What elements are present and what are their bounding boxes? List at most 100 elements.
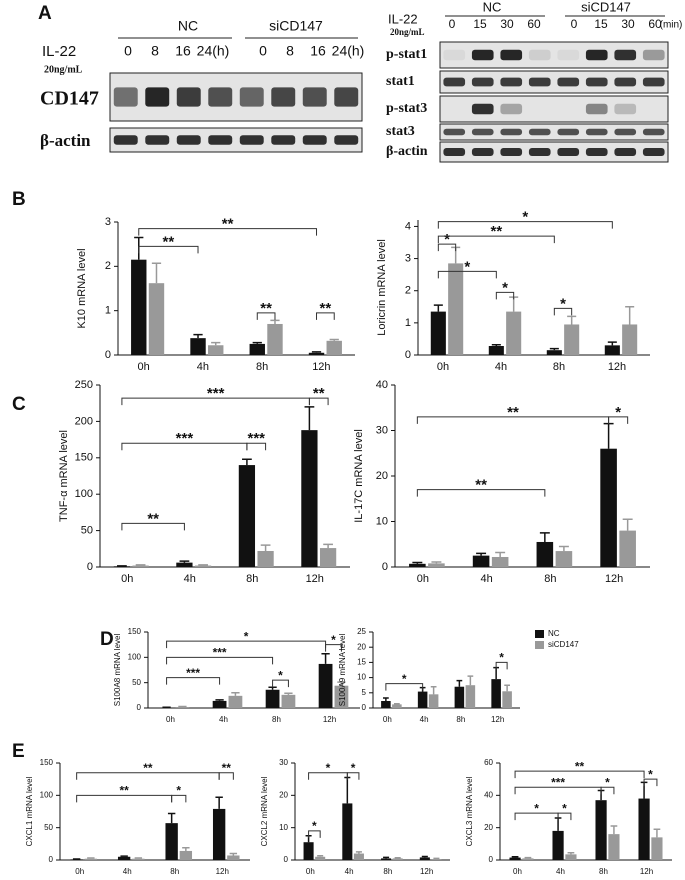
x-tick-label: 0h xyxy=(121,573,133,585)
x-tick-label: 12h xyxy=(306,573,324,585)
bar xyxy=(229,696,243,708)
band xyxy=(586,78,608,87)
error-bar xyxy=(394,704,400,705)
bar xyxy=(473,556,490,567)
band xyxy=(472,129,494,135)
bar xyxy=(239,465,255,567)
x-tick-label: 8h xyxy=(246,573,258,585)
band xyxy=(529,50,551,60)
y-tick-label: 150 xyxy=(40,758,54,767)
panel-letter: E xyxy=(12,741,25,762)
y-tick-label: 30 xyxy=(279,758,288,767)
error-bar xyxy=(305,407,315,430)
error-bar xyxy=(608,342,617,345)
y-axis-title: CXCL1 mRNA level xyxy=(25,776,34,846)
error-bar xyxy=(550,349,559,351)
band xyxy=(177,87,201,106)
bar xyxy=(608,834,619,860)
significance-label: * xyxy=(562,801,567,815)
y-tick-label: 2 xyxy=(105,260,111,272)
bar xyxy=(565,854,576,860)
x-tick-label: 12h xyxy=(312,361,330,373)
significance-label: * xyxy=(605,775,610,789)
error-bar xyxy=(178,706,186,707)
significance-label: ** xyxy=(313,385,325,402)
bar xyxy=(250,344,265,355)
band xyxy=(586,129,608,135)
error-bar xyxy=(215,700,223,701)
y-tick-label: 50 xyxy=(81,525,93,537)
x-tick-label: 12h xyxy=(640,867,653,875)
legend-swatch xyxy=(535,641,544,649)
band xyxy=(114,87,138,106)
legend-swatch xyxy=(535,630,544,638)
error-bar xyxy=(323,544,333,548)
x-tick-label: 0h xyxy=(383,715,392,724)
bar xyxy=(448,263,463,355)
y-tick-label: 1 xyxy=(405,317,411,329)
x-tick-label: 8h xyxy=(456,715,465,724)
label: 0 xyxy=(124,43,132,59)
error-bar xyxy=(317,856,323,857)
band xyxy=(114,135,138,145)
error-bar xyxy=(422,856,428,857)
bar xyxy=(381,701,391,708)
significance-label: ** xyxy=(575,759,585,773)
label: 0 xyxy=(571,17,578,31)
x-tick-label: 4h xyxy=(481,573,493,585)
bar xyxy=(564,324,579,355)
band xyxy=(643,50,665,60)
band xyxy=(472,50,494,60)
bar xyxy=(392,704,402,708)
significance-label: * xyxy=(560,295,566,312)
y-tick-label: 0 xyxy=(284,855,289,864)
y-tick-label: 40 xyxy=(484,790,493,799)
bar xyxy=(309,353,324,355)
significance-label: * xyxy=(326,761,331,775)
bar xyxy=(492,557,509,567)
y-axis-title: Loricrin mRNA level xyxy=(376,239,388,336)
x-tick-label: 12h xyxy=(608,361,626,373)
band xyxy=(557,78,579,87)
band xyxy=(271,135,295,145)
band xyxy=(303,87,327,106)
error-bar xyxy=(231,693,239,696)
label: 24(h) xyxy=(197,43,230,59)
x-tick-label: 4h xyxy=(420,715,429,724)
significance-label: * xyxy=(402,672,407,686)
x-tick-label: 8h xyxy=(170,867,179,875)
band xyxy=(614,50,636,60)
bar xyxy=(180,851,192,860)
bar xyxy=(282,695,296,708)
label: 15 xyxy=(594,17,608,31)
row-label: stat3 xyxy=(386,124,415,139)
bar xyxy=(455,687,465,708)
significance-label: * xyxy=(312,819,317,833)
bar xyxy=(418,692,428,708)
band xyxy=(529,129,551,135)
bar xyxy=(304,842,314,860)
band xyxy=(614,78,636,87)
bar xyxy=(547,350,562,355)
band xyxy=(500,148,522,156)
error-bar xyxy=(568,853,575,855)
y-tick-label: 100 xyxy=(75,488,93,500)
band xyxy=(557,129,579,135)
bar xyxy=(315,857,325,860)
label: 15 xyxy=(473,17,487,31)
bar xyxy=(165,823,177,860)
error-bar xyxy=(457,681,463,687)
error-bar xyxy=(120,856,127,857)
error-bar xyxy=(468,676,474,685)
significance-label: * xyxy=(244,629,249,643)
x-tick-label: 4h xyxy=(197,361,209,373)
significance-label: ** xyxy=(222,761,232,775)
row-label: β-actin xyxy=(40,131,91,150)
error-bar xyxy=(504,685,510,691)
error-bar xyxy=(135,858,142,859)
significance-label: *** xyxy=(176,430,194,447)
error-bar xyxy=(383,857,389,858)
y-tick-label: 0 xyxy=(382,561,388,573)
bar xyxy=(619,531,636,567)
row-label: CD147 xyxy=(40,88,99,110)
